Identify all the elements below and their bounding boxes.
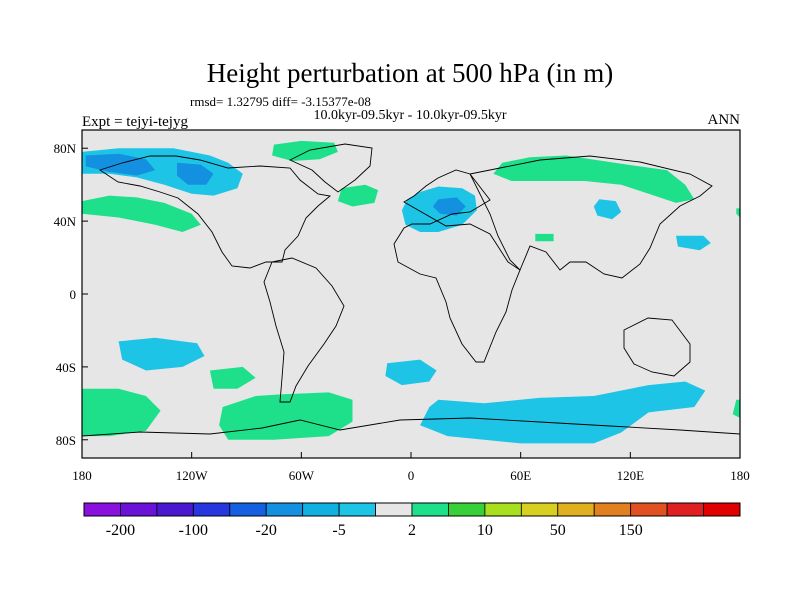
coastline-greenland — [288, 143, 373, 193]
y-tick-label: 80S — [56, 433, 76, 448]
x-tick-label: 180 — [730, 468, 750, 483]
colorbar-swatch — [83, 502, 121, 517]
colorbar — [83, 502, 741, 517]
colorbar-label: -200 — [106, 522, 135, 539]
colorbar-swatch — [520, 502, 559, 517]
region-northwest-pacific-low — [676, 235, 711, 251]
region-south-pacific-west-high — [82, 388, 161, 437]
y-tick-label: 40S — [56, 360, 76, 375]
region-south-atlantic-high — [219, 392, 353, 440]
colorbar-swatch — [120, 502, 158, 517]
experiment-label: Expt = tejyi-tejyg — [82, 114, 188, 130]
coastline-antarctica — [81, 417, 741, 437]
colorbar-swatch — [593, 502, 632, 517]
region-south-pacific-mid-high — [209, 366, 256, 389]
region-southern-ocean-low — [420, 381, 706, 444]
region-central-asia-low — [593, 199, 622, 220]
coastline-europe-africa — [393, 169, 521, 363]
coastlines — [81, 143, 741, 437]
season-label: ANN — [708, 112, 741, 128]
colorbar-swatch — [484, 502, 522, 517]
x-tick-label: 60W — [289, 468, 315, 483]
colorbar-swatch — [156, 502, 194, 517]
coastline-north-america — [98, 155, 332, 269]
coastline-south-america — [263, 257, 345, 403]
colorbar-swatch — [411, 502, 449, 517]
stats-label: rmsd= 1.32795 diff= -3.15377e-08 — [190, 94, 371, 109]
colorbar-swatch — [338, 502, 376, 517]
colorbar-label: 150 — [619, 522, 643, 539]
colorbar-labels: -200 -100 -20 -5 2 10 50 150 — [106, 522, 643, 539]
region-south-atlantic-low — [385, 359, 437, 386]
x-axis: 180 120W 60W 0 60E 120E 180 — [72, 452, 750, 483]
subtitle: 10.0kyr-09.5kyr - 10.0kyr-09.5kyr — [313, 108, 506, 123]
colorbar-swatch — [557, 502, 595, 517]
region-north-pacific-high — [82, 195, 201, 232]
region-south-pacific-low — [118, 337, 205, 371]
y-tick-label: 0 — [70, 287, 77, 302]
x-tick-label: 60E — [510, 468, 531, 483]
colorbar-swatch — [375, 502, 413, 517]
colorbar-swatch — [666, 502, 704, 517]
colorbar-frame — [83, 502, 741, 517]
colorbar-swatch — [302, 502, 340, 517]
y-tick-label: 40N — [54, 214, 77, 229]
colorbar-swatch — [265, 502, 304, 517]
colorbar-swatch — [630, 502, 668, 517]
x-tick-label: 180 — [72, 468, 92, 483]
colorbar-label: 2 — [408, 522, 416, 539]
colorbar-swatch — [229, 502, 267, 517]
region-middle-east-high — [535, 233, 554, 242]
coastline-australia — [623, 317, 691, 377]
colorbar-label: -20 — [256, 522, 277, 539]
colorbar-label: -5 — [332, 522, 345, 539]
region-europe-low-core — [432, 197, 466, 216]
x-tick-label: 120W — [176, 468, 209, 483]
colorbar-swatch — [448, 502, 486, 517]
y-axis: 80N 40N 0 40S 80S — [54, 141, 88, 448]
colorbar-label: 50 — [550, 522, 566, 539]
region-southern-ocean-east-high — [732, 399, 740, 418]
region-northeast-edge-high — [736, 208, 740, 218]
colorbar-label: -100 — [179, 522, 208, 539]
region-greenland-high — [272, 140, 338, 161]
region-north-america-low-core — [177, 162, 214, 185]
colorbar-swatch — [703, 502, 741, 517]
colorbar-swatch — [192, 502, 231, 517]
chart-title: Height perturbation at 500 hPa (in m) — [207, 58, 613, 88]
y-tick-label: 80N — [54, 141, 77, 156]
coastline-asia — [469, 155, 713, 279]
x-tick-label: 0 — [408, 468, 415, 483]
x-tick-label: 120E — [617, 468, 645, 483]
region-north-atlantic-high — [337, 184, 379, 207]
region-siberia-high — [493, 155, 695, 203]
colorbar-label: 10 — [477, 522, 493, 539]
